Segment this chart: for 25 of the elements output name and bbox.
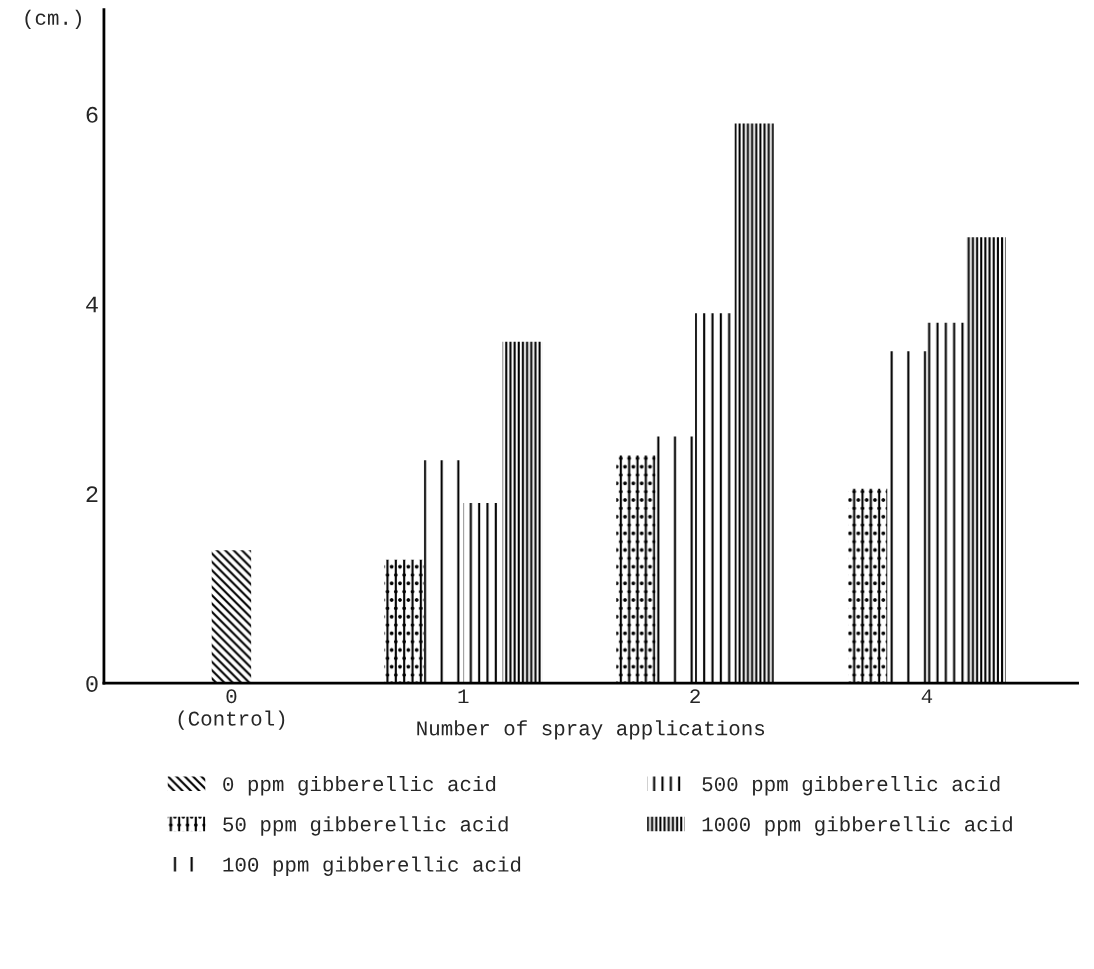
bar	[926, 322, 967, 684]
legend-label: 50 ppm gibberellic acid	[223, 816, 508, 836]
legend-label: 100 ppm gibberellic acid	[223, 856, 521, 876]
legend-label: 500 ppm gibberellic acid	[702, 775, 1000, 796]
x-axis-title: Number of spray applications	[417, 720, 765, 740]
bar	[384, 559, 424, 684]
x-tick-label: 0 (Control)	[178, 689, 285, 730]
bar	[502, 341, 543, 684]
x-tick-label: 4	[921, 689, 933, 704]
legend-label: 1000 ppm gibberellic acid	[702, 816, 1012, 836]
bar	[211, 550, 252, 684]
bar	[848, 488, 888, 684]
y-tick-label: 4	[86, 296, 98, 313]
x-tick-label: 1	[458, 689, 469, 704]
y-tick-label: 2	[86, 486, 98, 502]
bar	[655, 436, 696, 684]
bar	[734, 123, 774, 684]
y-axis-title: (cm.)	[25, 9, 81, 30]
bar	[887, 351, 927, 684]
x-tick-label: 2	[690, 689, 700, 704]
y-tick-label: 6	[86, 106, 98, 123]
y-tick-label: 0	[86, 675, 98, 692]
legend-label: 0 ppm gibberellic acid	[223, 775, 496, 796]
bar	[966, 237, 1006, 684]
bar	[616, 455, 656, 684]
